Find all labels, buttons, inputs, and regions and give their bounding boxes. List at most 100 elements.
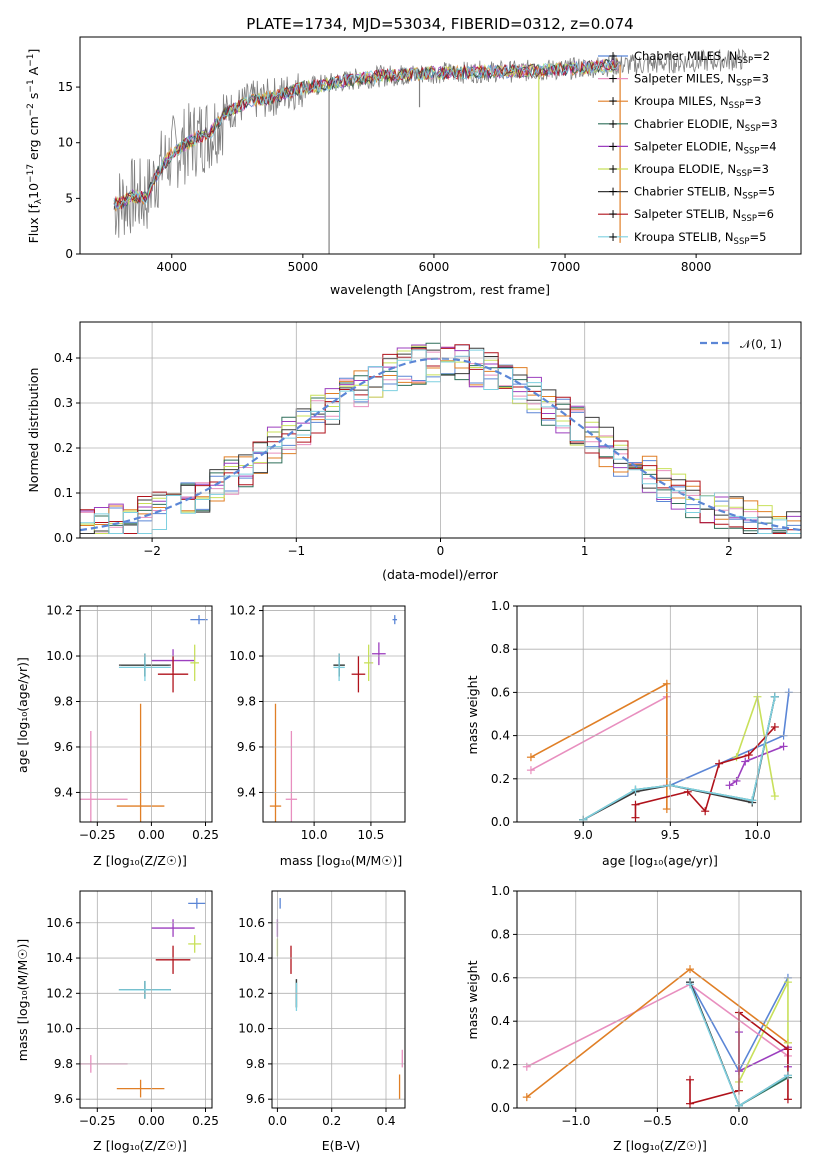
y-tick-label: 9.4 [237, 785, 256, 799]
x-tick-label: 9.0 [574, 828, 593, 842]
y-tick-label: 10.2 [238, 986, 265, 1000]
legend-label: Salpeter STELIB, NSSP=6 [634, 207, 774, 224]
y-tick-label: 10.4 [46, 951, 73, 965]
y-tick-label: 9.8 [246, 1057, 265, 1071]
spectrum-legend: + Chabrier MILES, NSSP=2 + Salpeter MILES, … [598, 49, 778, 247]
legend-label: Chabrier MILES, NSSP=2 [634, 49, 770, 66]
mwz-xlabel: Z [log₁₀(Z/Z☉)] [613, 1138, 707, 1153]
y-tick-label: 10 [58, 136, 73, 150]
legend-marker: + [608, 117, 618, 131]
axes-frame [79, 890, 213, 1109]
x-tick-label: −0.25 [79, 828, 116, 842]
weight-line [738, 981, 789, 1083]
spectrum-panel: 4000 5000 6000 7000 8000 0 5 10 15 wavelength [A… [26, 36, 802, 297]
histogram-steps [80, 346, 801, 534]
x-tick-label: −1 [287, 544, 305, 558]
x-tick-label: 6000 [419, 260, 450, 274]
massz-xlabel: Z [log₁₀(Z/Z☉)] [93, 1138, 187, 1153]
y-tick-label: 0.3 [54, 396, 73, 410]
y-tick-label: 10.2 [46, 604, 73, 618]
legend-label-normal: 𝒩(0, 1) [740, 337, 782, 351]
y-tick-label: 10.0 [238, 1022, 265, 1036]
y-tick-label: 0.4 [491, 729, 510, 743]
x-tick-label: 2 [725, 544, 733, 558]
y-tick-label: 15 [58, 80, 73, 94]
y-tick-label: 9.8 [54, 1057, 73, 1071]
y-tick-label: 0.4 [54, 351, 73, 365]
y-tick-label: 9.4 [54, 785, 73, 799]
x-tick-label: −1.0 [561, 1114, 590, 1128]
x-tick-label: 0.25 [192, 1114, 219, 1128]
x-tick-label: 0.0 [268, 1114, 287, 1128]
agem-xlabel: mass [log₁₀(M/M☉)] [280, 853, 402, 868]
legend-label: Chabrier ELODIE, NSSP=3 [634, 117, 778, 134]
y-tick-label: 0.2 [491, 1058, 510, 1072]
weight-line [634, 726, 776, 818]
y-tick-label: 0.6 [491, 971, 510, 985]
y-tick-label: 10.0 [229, 649, 256, 663]
y-tick-label: 0.8 [491, 927, 510, 941]
age-vs-metallicity-panel: −0.25 0.00 0.25 9.4 9.6 9.8 10.0 10.2 Z [log₁₀(… [15, 604, 219, 868]
x-tick-label: 10.0 [744, 828, 771, 842]
x-tick-label: 0.4 [376, 1114, 395, 1128]
x-tick-label: 0 [437, 544, 445, 558]
y-tick-label: 10.4 [238, 951, 265, 965]
x-tick-label: 10.0 [301, 828, 328, 842]
legend-marker: + [608, 49, 618, 63]
spectrum-ylabel: Flux [fλ10−17 erg cm−2 s−1 A−1] [26, 49, 44, 244]
massz-ylabel: mass [log₁₀(M/M☉)] [15, 939, 30, 1061]
legend-label: Salpeter MILES, NSSP=3 [634, 72, 769, 89]
hist-ylabel: Normed distribution [26, 368, 41, 493]
y-tick-label: 0.4 [491, 1014, 510, 1028]
legend-marker: + [608, 230, 618, 244]
spectrum-model-line [113, 61, 619, 208]
y-tick-label: 0 [65, 247, 73, 261]
weight-line [582, 696, 776, 821]
y-tick-label: 1.0 [491, 884, 510, 898]
age-vs-mass-panel: 10.0 10.5 9.4 9.6 9.8 10.0 10.2 mass [log₁₀(M/… [229, 604, 406, 868]
x-tick-label: −0.5 [643, 1114, 672, 1128]
y-tick-label: 0.6 [491, 685, 510, 699]
x-tick-label: 9.5 [661, 828, 680, 842]
y-tick-label: 9.6 [54, 1092, 73, 1106]
y-tick-label: 9.6 [246, 1092, 265, 1106]
legend-marker: + [608, 139, 618, 153]
y-tick-label: 0.2 [491, 772, 510, 786]
x-tick-label: 5000 [288, 260, 319, 274]
weight-line [729, 745, 784, 786]
y-tick-label: 0.8 [491, 642, 510, 656]
axes-frame [516, 890, 802, 1109]
y-tick-label: 10.0 [46, 1022, 73, 1036]
hist-xlabel: (data-model)/error [382, 567, 499, 582]
x-tick-label: 8000 [681, 260, 712, 274]
agez-ylabel: age [log₁₀(age/yr)] [15, 657, 30, 773]
x-tick-label: 0.00 [138, 1114, 165, 1128]
mwage-xlabel: age [log₁₀(age/yr)] [602, 853, 718, 868]
y-tick-label: 0.0 [491, 1101, 510, 1115]
legend-marker: + [608, 185, 618, 199]
y-tick-label: 0.0 [54, 531, 73, 545]
legend-marker: + [608, 94, 618, 108]
legend-label: Chabrier STELIB, NSSP=5 [634, 185, 775, 202]
legend-marker: + [608, 207, 618, 221]
legend-label: Kroupa ELODIE, NSSP=3 [634, 162, 769, 179]
x-tick-label: 7000 [550, 260, 581, 274]
axes-frame [79, 36, 802, 255]
y-tick-label: 9.6 [237, 740, 256, 754]
spectrum-xlabel: wavelength [Angstrom, rest frame] [330, 282, 550, 297]
y-tick-label: 10.2 [229, 604, 256, 618]
mwage-ylabel: mass weight [465, 675, 480, 754]
y-tick-label: 5 [65, 191, 73, 205]
mass-vs-ebv-panel: 0.0 0.2 0.4 9.6 9.8 10.0 10.2 10.4 10.6 E(B-V) [238, 890, 406, 1153]
y-tick-label: 10.2 [46, 986, 73, 1000]
y-tick-label: 1.0 [491, 599, 510, 613]
axes-frame [79, 605, 213, 823]
y-tick-label: 10.6 [238, 916, 265, 930]
hist-legend: 𝒩(0, 1) [700, 337, 782, 351]
mass-weight-vs-metallicity-panel: −1.0 −0.5 0.0 0.0 0.2 0.4 0.6 0.8 1.0 Z [log₁₀(Z… [465, 884, 802, 1153]
x-tick-label: −2 [143, 544, 161, 558]
x-tick-label: 10.5 [358, 828, 385, 842]
y-tick-label: 9.8 [237, 694, 256, 708]
agez-xlabel: Z [log₁₀(Z/Z☉)] [93, 853, 187, 868]
